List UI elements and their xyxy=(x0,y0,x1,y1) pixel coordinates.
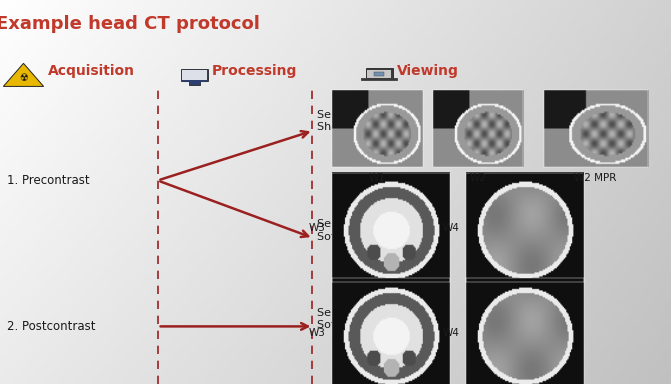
Bar xyxy=(433,90,523,167)
Text: Viewing: Viewing xyxy=(397,64,459,78)
FancyBboxPatch shape xyxy=(189,81,200,85)
FancyBboxPatch shape xyxy=(182,70,207,80)
Polygon shape xyxy=(3,63,44,86)
Text: W4: W4 xyxy=(443,328,460,338)
FancyBboxPatch shape xyxy=(366,68,393,79)
Text: W3: W3 xyxy=(309,328,325,338)
Text: Processing: Processing xyxy=(211,64,297,78)
Text: W3: W3 xyxy=(309,222,325,233)
Text: ☢: ☢ xyxy=(19,73,28,83)
Text: Example head CT protocol: Example head CT protocol xyxy=(0,15,260,33)
Text: Series 1:
Sharp filter: Series 1: Sharp filter xyxy=(317,110,379,132)
Bar xyxy=(332,173,450,282)
Text: W2: W2 xyxy=(470,173,486,183)
Bar xyxy=(332,278,450,384)
Text: Series 3:
Soft filter: Series 3: Soft filter xyxy=(317,308,368,330)
Text: W2 MPR: W2 MPR xyxy=(574,173,617,183)
Text: W1: W1 xyxy=(369,173,386,183)
Text: Series 2:
Soft filter: Series 2: Soft filter xyxy=(317,219,368,242)
FancyBboxPatch shape xyxy=(367,70,391,78)
Bar xyxy=(466,278,584,384)
FancyBboxPatch shape xyxy=(374,72,384,76)
Text: 1. Precontrast: 1. Precontrast xyxy=(7,174,89,187)
Bar xyxy=(544,90,648,167)
FancyBboxPatch shape xyxy=(181,69,208,81)
Bar xyxy=(466,173,584,282)
Text: W4: W4 xyxy=(443,222,460,233)
Bar xyxy=(332,90,423,167)
Text: 2. Postcontrast: 2. Postcontrast xyxy=(7,320,95,333)
Text: Acquisition: Acquisition xyxy=(48,64,136,78)
